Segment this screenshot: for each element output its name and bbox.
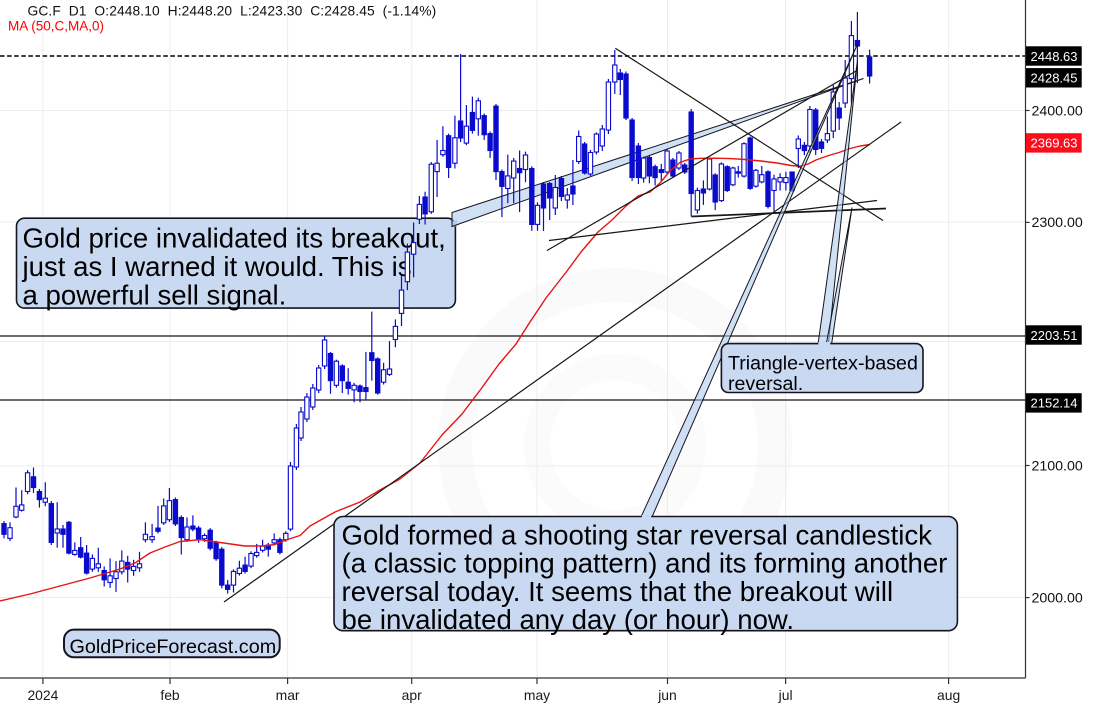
svg-text:a powerful sell signal.: a powerful sell signal. — [23, 280, 287, 311]
svg-text:GC.F D1 O:2448.10 H:2448.20: GC.F D1 O:2448.10 H:2448.20 L:2423.30 C:… — [28, 4, 437, 19]
svg-text:aug: aug — [937, 687, 960, 703]
svg-text:mar: mar — [276, 687, 300, 703]
svg-text:MA (50,C,MA,0): MA (50,C,MA,0) — [8, 19, 104, 34]
svg-text:be invalidated any day (or hou: be invalidated any day (or hour) now. — [342, 604, 795, 635]
svg-text:2152.14: 2152.14 — [1031, 396, 1078, 411]
svg-text:2448.63: 2448.63 — [1031, 49, 1078, 64]
svg-text:2300.00: 2300.00 — [1032, 215, 1083, 231]
svg-text:Gold formed a shooting star re: Gold formed a shooting star reversal can… — [342, 520, 933, 551]
svg-text:GoldPriceForecast.com: GoldPriceForecast.com — [70, 636, 277, 658]
svg-text:2100.00: 2100.00 — [1032, 458, 1083, 474]
svg-text:2369.63: 2369.63 — [1031, 136, 1078, 151]
svg-text:jun: jun — [657, 687, 677, 703]
svg-text:(a classic topping pattern) an: (a classic topping pattern) and its form… — [342, 548, 948, 579]
svg-text:jul: jul — [778, 687, 793, 703]
svg-text:feb: feb — [160, 687, 180, 703]
svg-text:2000.00: 2000.00 — [1032, 590, 1083, 606]
svg-text:just as I warned it would. Thi: just as I warned it would. This is — [22, 251, 412, 282]
svg-text:Gold price invalidated its bre: Gold price invalidated its breakout, — [23, 223, 446, 254]
svg-text:2024: 2024 — [27, 687, 58, 703]
svg-text:Triangle-vertex-based: Triangle-vertex-based — [728, 353, 918, 375]
svg-text:reversal.: reversal. — [728, 373, 803, 395]
svg-text:reversal today. It seems that: reversal today. It seems that the breako… — [342, 576, 894, 607]
svg-text:apr: apr — [402, 687, 422, 703]
svg-text:may: may — [524, 687, 550, 703]
svg-text:2400.00: 2400.00 — [1032, 103, 1083, 119]
svg-text:2428.45: 2428.45 — [1031, 71, 1078, 86]
svg-text:2203.51: 2203.51 — [1031, 328, 1078, 343]
